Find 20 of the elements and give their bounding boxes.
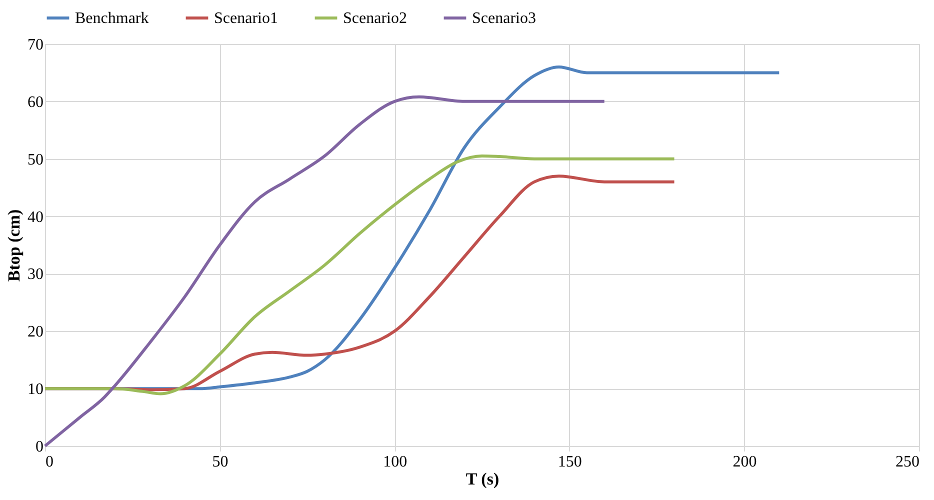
y-axis-title: Btop (cm) bbox=[4, 209, 24, 282]
y-tick-label: 10 bbox=[28, 381, 44, 398]
x-axis-title: T (s) bbox=[466, 470, 500, 488]
x-tick-label: 50 bbox=[212, 454, 228, 470]
y-tick-label: 40 bbox=[28, 208, 44, 226]
legend-label: Benchmark bbox=[75, 10, 149, 27]
x-tick-label: 100 bbox=[383, 454, 408, 470]
x-tick-label: 250 bbox=[896, 454, 920, 470]
line-series bbox=[44, 95, 606, 448]
y-tick-label: 50 bbox=[28, 151, 44, 168]
legend-label: Scenario3 bbox=[472, 10, 536, 27]
x-tick-label: 150 bbox=[558, 454, 582, 470]
legend-label: Scenario1 bbox=[214, 10, 278, 27]
y-tick-label: 70 bbox=[28, 36, 44, 54]
y-tick-label: 0 bbox=[36, 438, 44, 456]
y-tick-label: 60 bbox=[28, 94, 44, 111]
x-tick-label: 200 bbox=[732, 454, 757, 470]
legend-label: Scenario2 bbox=[343, 10, 407, 27]
y-tick-label: 20 bbox=[28, 324, 44, 341]
y-tick-label: 30 bbox=[28, 266, 44, 284]
